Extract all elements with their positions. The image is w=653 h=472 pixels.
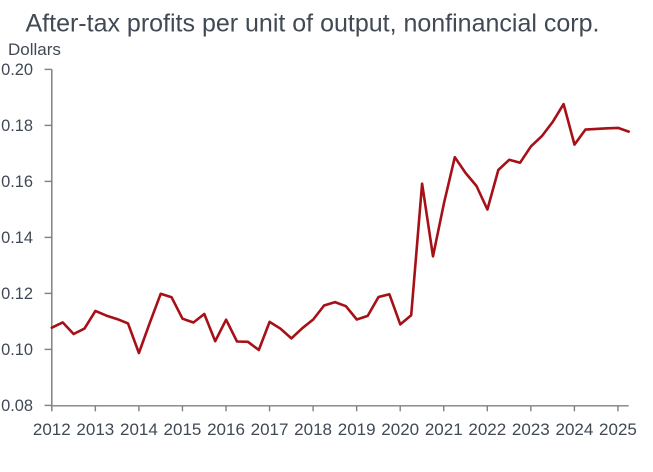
svg-text:2017: 2017 [251, 420, 289, 439]
svg-text:2018: 2018 [294, 420, 332, 439]
svg-text:0.14: 0.14 [1, 229, 33, 247]
svg-text:2024: 2024 [555, 420, 593, 439]
svg-text:0.12: 0.12 [1, 285, 33, 303]
svg-text:0.10: 0.10 [1, 341, 33, 359]
svg-text:2022: 2022 [468, 420, 506, 439]
svg-text:0.18: 0.18 [1, 117, 33, 135]
svg-text:2025: 2025 [599, 420, 637, 439]
svg-text:0.08: 0.08 [1, 397, 33, 415]
svg-text:2021: 2021 [425, 420, 463, 439]
svg-text:2023: 2023 [512, 420, 550, 439]
svg-text:2014: 2014 [120, 420, 158, 439]
svg-text:2012: 2012 [33, 420, 71, 439]
svg-text:2015: 2015 [164, 420, 202, 439]
svg-text:2019: 2019 [338, 420, 376, 439]
svg-text:After-tax profits per unit of: After-tax profits per unit of output, no… [26, 10, 600, 38]
svg-text:0.16: 0.16 [1, 173, 33, 191]
svg-text:2020: 2020 [381, 420, 419, 439]
svg-text:2016: 2016 [207, 420, 245, 439]
svg-text:0.20: 0.20 [1, 61, 33, 79]
svg-text:Dollars: Dollars [8, 40, 61, 59]
svg-text:2013: 2013 [76, 420, 114, 439]
